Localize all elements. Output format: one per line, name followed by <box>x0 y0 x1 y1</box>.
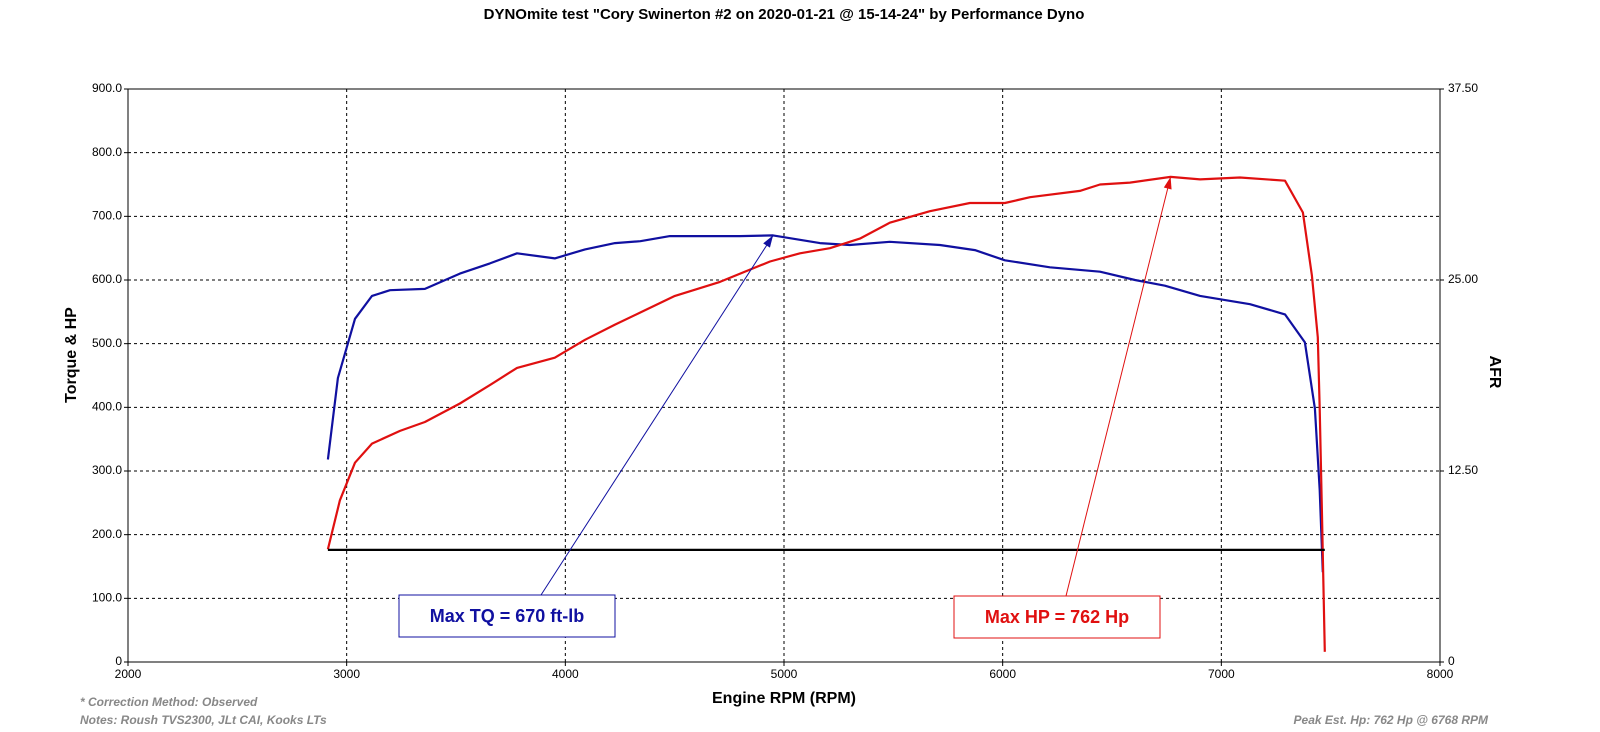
y-tick-label: 500.0 <box>92 336 122 350</box>
footnote: * Correction Method: Observed <box>80 695 258 709</box>
annotation-box <box>953 595 1161 639</box>
annotation-arrow <box>540 235 774 596</box>
y-tick-label: 400.0 <box>92 400 122 414</box>
y-tick-label: 800.0 <box>92 145 122 159</box>
y-tick-label: 600.0 <box>92 272 122 286</box>
x-tick-label: 4000 <box>552 667 579 681</box>
y-tick-label: 100.0 <box>92 591 122 605</box>
y-tick-label: 700.0 <box>92 209 122 223</box>
y-tick-label: 200.0 <box>92 527 122 541</box>
annotation-arrow <box>1065 176 1172 597</box>
y2-axis-label: AFR <box>1486 356 1503 389</box>
chart-title: DYNOmite test "Cory Swinerton #2 on 2020… <box>484 6 1085 23</box>
y2-tick-label: 37.50 <box>1448 81 1478 95</box>
x-axis-label: Engine RPM (RPM) <box>712 690 856 707</box>
series-line <box>326 175 1326 652</box>
footnote: Notes: Roush TVS2300, JLt CAI, Kooks LTs <box>80 713 327 727</box>
arrow-head <box>1163 176 1172 190</box>
plot-area <box>127 88 1441 663</box>
x-tick-label: 3000 <box>333 667 360 681</box>
x-tick-label: 7000 <box>1208 667 1235 681</box>
arrow-head <box>763 235 774 248</box>
series-line <box>326 234 1324 573</box>
x-tick-label: 5000 <box>771 667 798 681</box>
y2-tick-label: 25.00 <box>1448 272 1478 286</box>
peak-note: Peak Est. Hp: 762 Hp @ 6768 RPM <box>1294 713 1489 727</box>
y2-tick-label: 0 <box>1448 654 1455 668</box>
y-tick-label: 900.0 <box>92 81 122 95</box>
annotation-text: Max HP = 762 Hp <box>985 607 1129 627</box>
x-tick-label: 2000 <box>115 667 142 681</box>
y-tick-label: 0 <box>115 654 122 668</box>
annotation-box <box>398 594 616 638</box>
y2-tick-label: 12.50 <box>1448 463 1478 477</box>
y-tick-label: 300.0 <box>92 463 122 477</box>
x-tick-label: 8000 <box>1427 667 1454 681</box>
x-tick-label: 6000 <box>989 667 1016 681</box>
y-axis-label: Torque & HP <box>63 307 80 403</box>
annotation-text: Max TQ = 670 ft-lb <box>430 606 585 626</box>
